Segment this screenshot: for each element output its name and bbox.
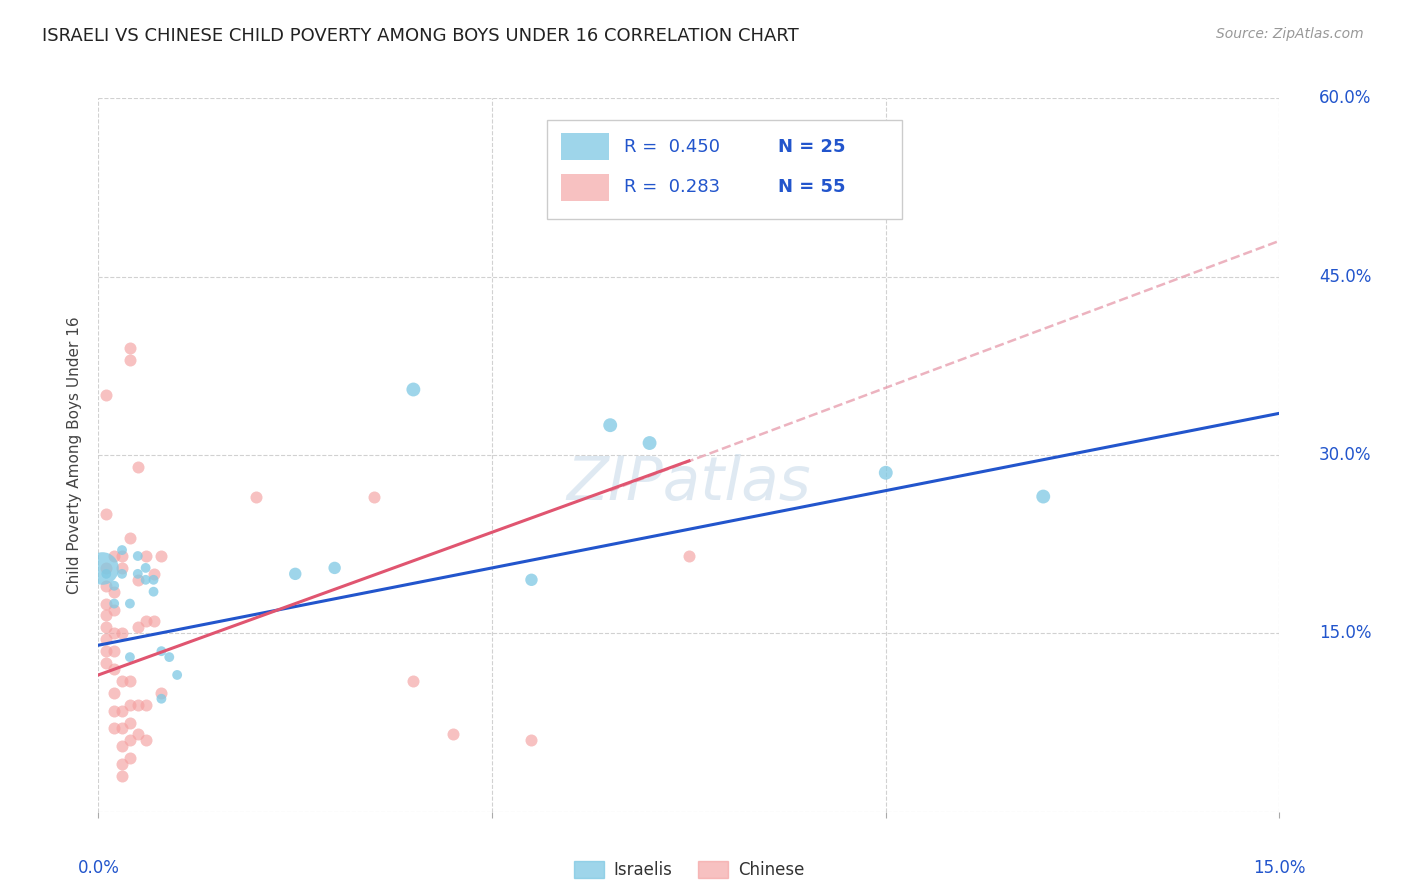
Point <box>118 597 141 611</box>
Text: N = 25: N = 25 <box>778 137 845 155</box>
Point <box>118 341 141 355</box>
Point <box>135 615 157 629</box>
Point <box>135 549 157 563</box>
Point <box>118 673 141 688</box>
Point <box>127 566 149 581</box>
Point <box>142 615 165 629</box>
Bar <box>561 133 609 161</box>
Text: ISRAELI VS CHINESE CHILD POVERTY AMONG BOYS UNDER 16 CORRELATION CHART: ISRAELI VS CHINESE CHILD POVERTY AMONG B… <box>42 27 799 45</box>
Point <box>111 704 134 718</box>
Point <box>118 352 141 367</box>
Point <box>103 579 125 593</box>
Point <box>323 561 346 575</box>
Point <box>142 584 165 599</box>
Point <box>111 549 134 563</box>
Point <box>142 566 165 581</box>
Text: Source: ZipAtlas.com: Source: ZipAtlas.com <box>1216 27 1364 41</box>
Point <box>127 727 149 741</box>
Point <box>402 383 425 397</box>
Point <box>103 644 125 658</box>
Point <box>103 602 125 616</box>
Point <box>111 673 134 688</box>
Point <box>150 691 173 706</box>
Legend: Israelis, Chinese: Israelis, Chinese <box>567 854 811 886</box>
Point <box>166 668 188 682</box>
Point <box>96 608 118 623</box>
Point <box>520 733 543 747</box>
Point <box>103 704 125 718</box>
Point <box>90 561 112 575</box>
Point <box>118 650 141 665</box>
Text: 45.0%: 45.0% <box>1319 268 1371 285</box>
Text: 30.0%: 30.0% <box>1319 446 1371 464</box>
Point <box>118 733 141 747</box>
Point <box>127 459 149 474</box>
Bar <box>561 174 609 201</box>
Point <box>96 508 118 522</box>
Point <box>103 626 125 640</box>
Point <box>111 757 134 772</box>
Point <box>96 632 118 647</box>
Point <box>118 715 141 730</box>
Point <box>103 662 125 676</box>
Point <box>245 490 267 504</box>
Point <box>96 388 118 402</box>
Point <box>111 722 134 736</box>
Y-axis label: Child Poverty Among Boys Under 16: Child Poverty Among Boys Under 16 <box>67 316 83 594</box>
Point <box>118 698 141 712</box>
Point <box>96 656 118 670</box>
Point <box>111 626 134 640</box>
Point <box>1032 490 1054 504</box>
Point <box>150 549 173 563</box>
FancyBboxPatch shape <box>547 120 901 219</box>
Point <box>599 418 621 433</box>
Point <box>284 566 307 581</box>
Text: 15.0%: 15.0% <box>1319 624 1371 642</box>
Text: 60.0%: 60.0% <box>1319 89 1371 107</box>
Point <box>678 549 700 563</box>
Point <box>127 573 149 587</box>
Point <box>111 566 134 581</box>
Text: 15.0%: 15.0% <box>1253 859 1306 878</box>
Point <box>118 751 141 765</box>
Point <box>103 549 125 563</box>
Point <box>103 597 125 611</box>
Point <box>150 686 173 700</box>
Point <box>363 490 385 504</box>
Point <box>111 769 134 783</box>
Point <box>96 561 118 575</box>
Point <box>96 644 118 658</box>
Point <box>127 549 149 563</box>
Point <box>135 573 157 587</box>
Point <box>96 620 118 634</box>
Text: 0.0%: 0.0% <box>77 859 120 878</box>
Text: R =  0.283: R = 0.283 <box>624 178 720 196</box>
Point <box>135 733 157 747</box>
Point <box>127 698 149 712</box>
Point <box>402 673 425 688</box>
Point <box>142 573 165 587</box>
Text: ZIPatlas: ZIPatlas <box>567 454 811 513</box>
Point <box>135 561 157 575</box>
Text: N = 55: N = 55 <box>778 178 845 196</box>
Point <box>96 597 118 611</box>
Point <box>111 543 134 558</box>
Point <box>135 698 157 712</box>
Point <box>96 579 118 593</box>
Point <box>441 727 464 741</box>
Point <box>103 722 125 736</box>
Point <box>118 531 141 545</box>
Point <box>103 686 125 700</box>
Point <box>111 561 134 575</box>
Point <box>111 739 134 754</box>
Point <box>157 650 180 665</box>
Point <box>103 584 125 599</box>
Point <box>127 620 149 634</box>
Point <box>520 573 543 587</box>
Point <box>150 644 173 658</box>
Point <box>96 566 118 581</box>
Point <box>638 436 661 450</box>
Point <box>875 466 897 480</box>
Text: R =  0.450: R = 0.450 <box>624 137 720 155</box>
